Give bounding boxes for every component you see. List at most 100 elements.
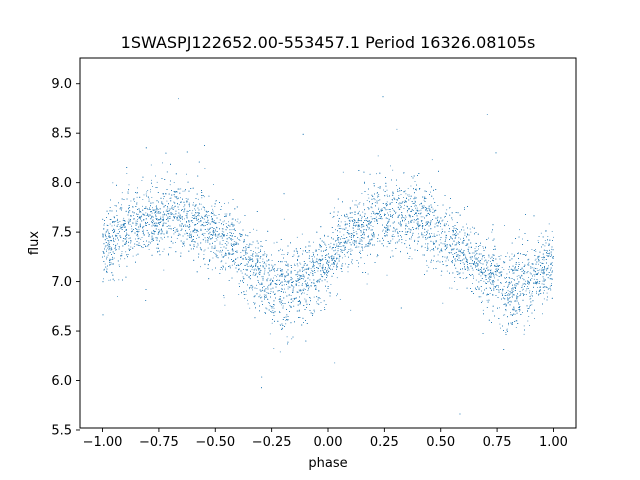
data-point	[269, 270, 270, 272]
data-point	[211, 269, 213, 271]
data-point	[411, 221, 412, 223]
data-point	[137, 192, 138, 193]
data-point	[522, 312, 523, 313]
data-point	[358, 225, 360, 226]
data-point	[287, 266, 289, 267]
data-point	[405, 216, 407, 218]
data-point	[189, 206, 190, 208]
data-point	[305, 289, 306, 290]
data-point	[264, 253, 266, 255]
data-point	[417, 222, 419, 224]
data-point	[392, 214, 394, 215]
data-point	[286, 336, 288, 338]
data-point	[377, 187, 379, 188]
data-point	[131, 228, 133, 230]
data-point	[259, 294, 261, 296]
data-point	[200, 225, 202, 227]
data-point	[332, 258, 334, 260]
data-point	[347, 251, 349, 252]
data-point	[475, 254, 476, 256]
data-point	[480, 268, 482, 270]
data-point	[537, 240, 539, 242]
data-point	[138, 230, 140, 232]
data-point	[458, 241, 459, 242]
data-point	[549, 285, 551, 287]
data-point	[170, 228, 172, 230]
data-point	[247, 299, 248, 301]
data-point	[460, 277, 461, 279]
data-point	[546, 292, 548, 294]
data-point	[542, 259, 543, 260]
data-point	[486, 114, 488, 115]
data-point	[245, 259, 247, 260]
data-point	[461, 248, 462, 250]
data-point	[205, 225, 206, 226]
data-point	[387, 209, 389, 210]
data-point	[338, 246, 340, 247]
data-point	[120, 207, 122, 208]
data-point	[475, 251, 477, 253]
data-point	[371, 207, 373, 209]
data-point	[478, 268, 479, 270]
data-point	[414, 181, 416, 182]
data-point	[484, 257, 485, 259]
data-point	[169, 212, 171, 214]
data-point	[295, 280, 297, 282]
data-point	[143, 194, 145, 196]
data-point	[231, 253, 232, 255]
data-point	[386, 246, 388, 248]
data-point	[541, 283, 543, 285]
data-point	[326, 247, 327, 248]
data-point	[551, 262, 553, 264]
data-point	[314, 265, 315, 267]
data-point	[225, 267, 226, 269]
data-point	[106, 229, 108, 231]
data-point	[429, 250, 431, 252]
data-point	[349, 208, 351, 210]
data-point	[512, 308, 513, 310]
data-point	[188, 211, 189, 212]
data-point	[224, 203, 225, 204]
data-point	[399, 205, 401, 206]
data-point	[417, 221, 419, 222]
data-point	[504, 277, 505, 279]
data-point	[279, 298, 281, 299]
data-point	[182, 246, 183, 247]
data-point	[414, 200, 416, 202]
data-point	[184, 224, 186, 226]
data-point	[507, 290, 509, 292]
data-point	[174, 227, 176, 228]
data-point	[316, 296, 317, 298]
data-point	[305, 250, 306, 252]
data-point	[422, 207, 424, 208]
data-point	[300, 263, 302, 265]
data-point	[544, 257, 545, 258]
data-point	[201, 215, 203, 217]
data-point	[298, 282, 300, 283]
data-point	[162, 251, 164, 252]
data-point	[168, 254, 169, 256]
data-point	[167, 207, 169, 209]
data-point	[352, 200, 353, 202]
data-point	[157, 212, 159, 213]
data-point	[410, 185, 412, 187]
data-point	[374, 202, 376, 203]
data-point	[264, 271, 266, 273]
data-point	[326, 281, 328, 283]
data-point	[539, 289, 541, 291]
data-point	[298, 289, 300, 291]
data-point	[235, 236, 236, 237]
data-point	[353, 223, 355, 225]
data-point	[327, 268, 329, 270]
data-point	[104, 255, 105, 257]
data-point	[418, 225, 420, 226]
data-point	[507, 294, 508, 296]
data-point	[348, 239, 350, 241]
data-point	[531, 278, 533, 279]
data-point	[465, 256, 466, 258]
data-point	[431, 159, 433, 161]
data-point	[189, 244, 191, 245]
data-point	[215, 235, 217, 237]
data-point	[215, 215, 217, 216]
data-point	[364, 246, 366, 248]
